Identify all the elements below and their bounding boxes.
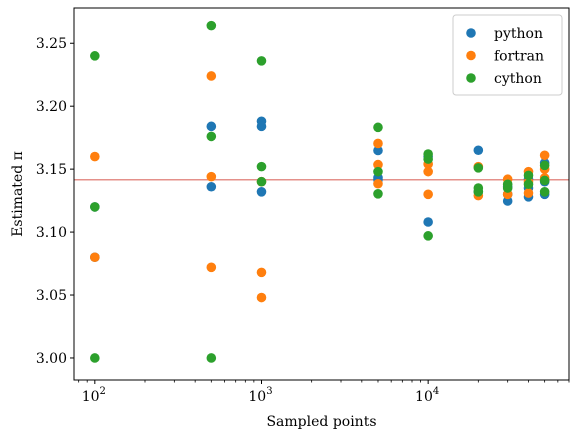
data-point xyxy=(539,175,550,186)
axes-frame xyxy=(73,7,570,381)
legend: python fortran cython xyxy=(452,14,563,96)
legend-marker xyxy=(466,73,476,83)
data-point xyxy=(90,202,100,212)
legend-marker xyxy=(466,28,476,38)
data-point xyxy=(423,154,433,164)
x-tick-label: 102 xyxy=(82,386,106,405)
data-point xyxy=(90,51,100,61)
data-point xyxy=(373,145,383,156)
data-point xyxy=(256,56,267,66)
data-point xyxy=(473,145,484,156)
x-axis-label: Sampled points xyxy=(266,414,376,430)
legend-marker xyxy=(466,50,476,61)
y-tick-label: 3.05 xyxy=(36,288,67,304)
x-tick-label: 103 xyxy=(248,386,272,405)
data-point xyxy=(539,160,550,171)
x-tick-label: 104 xyxy=(415,386,439,405)
y-axis-label: Estimated π xyxy=(10,151,26,237)
data-point xyxy=(90,151,100,162)
data-point xyxy=(256,121,267,132)
data-point xyxy=(523,179,534,190)
data-point xyxy=(523,170,534,181)
data-point xyxy=(373,166,383,177)
y-tick-label: 3.00 xyxy=(36,351,67,367)
axes: 3.00 3.05 3.10 3.15 3.20 3.25 102 103 104 xyxy=(36,36,570,405)
data-point xyxy=(206,20,217,31)
y-tick-label: 3.10 xyxy=(36,225,67,241)
data-point xyxy=(90,252,100,263)
data-point xyxy=(373,122,383,133)
series-cython xyxy=(90,20,550,363)
data-point xyxy=(502,183,513,193)
data-point xyxy=(256,161,267,172)
data-point xyxy=(473,186,484,197)
data-point xyxy=(256,176,267,187)
data-point xyxy=(423,166,433,177)
legend-box xyxy=(452,14,563,96)
data-point xyxy=(256,186,267,197)
data-point xyxy=(473,163,484,173)
data-point xyxy=(423,189,433,200)
data-point xyxy=(502,196,513,206)
legend-label: cython xyxy=(494,71,542,87)
legend-label: fortran xyxy=(494,49,544,65)
data-point xyxy=(206,262,217,273)
data-point xyxy=(206,71,217,81)
data-point xyxy=(256,292,267,303)
data-point xyxy=(206,353,217,363)
legend-label: python xyxy=(494,26,543,42)
data-point xyxy=(539,186,550,197)
data-point xyxy=(423,231,433,241)
data-point xyxy=(523,188,534,198)
data-point xyxy=(373,189,383,199)
data-point xyxy=(373,138,383,149)
y-tick-label: 3.25 xyxy=(36,36,67,52)
y-tick-label: 3.20 xyxy=(36,99,67,115)
y-tick-label: 3.15 xyxy=(36,162,67,178)
data-point xyxy=(206,131,217,142)
data-point xyxy=(90,353,100,363)
data-point xyxy=(539,150,550,161)
data-point xyxy=(373,159,383,170)
data-point xyxy=(423,217,433,227)
data-point xyxy=(373,178,383,189)
data-point xyxy=(206,171,217,182)
data-point xyxy=(256,267,267,278)
plot-area xyxy=(74,20,569,363)
data-point xyxy=(206,181,217,192)
data-point xyxy=(206,121,217,132)
